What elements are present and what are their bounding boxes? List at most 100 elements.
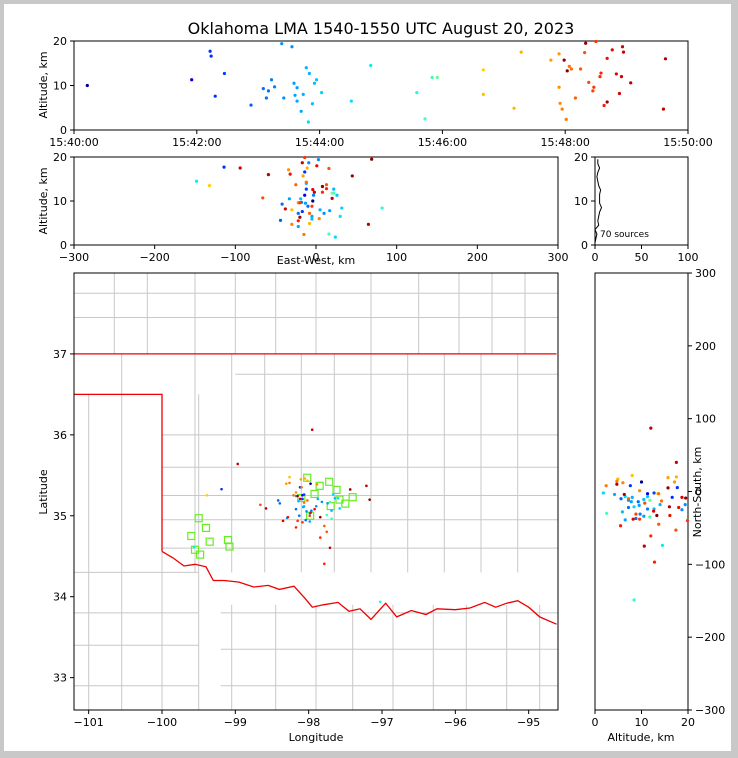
- plan-view-source-point: [294, 526, 298, 529]
- plan-view-source-point: [308, 514, 312, 518]
- plan-view-source-point: [318, 515, 322, 519]
- altitude-northsouth-source-point: [605, 511, 609, 515]
- plan-view-source-point: [303, 477, 307, 480]
- eastwest-altitude-source-point: [222, 165, 226, 169]
- plan-view-source-point: [306, 499, 309, 502]
- time-altitude-source-point: [349, 99, 353, 103]
- time_altitude-xtick-label: 15:44:00: [295, 136, 344, 149]
- altitude-northsouth-source-point: [668, 513, 672, 518]
- time-altitude-source-point: [306, 120, 310, 124]
- time-altitude-source-point: [266, 89, 271, 93]
- altitude-northsouth-source-point: [685, 519, 690, 523]
- eastwest-altitude-source-point: [305, 166, 309, 170]
- altitude-northsouth-source-point: [629, 500, 633, 504]
- lma-figure: Oklahoma LMA 1540-1550 UTC August 20, 20…: [37, 19, 725, 744]
- plan-view-source-point: [301, 497, 304, 501]
- altitude-northsouth-source-point: [621, 481, 625, 485]
- time-altitude-source-point: [569, 67, 573, 71]
- time-altitude-axes-frame: [73, 40, 689, 131]
- plan-view-source-point: [220, 487, 223, 491]
- time-altitude-source-point: [293, 93, 297, 97]
- plan-view-source-point: [348, 488, 352, 491]
- lma-station-marker: [187, 531, 196, 541]
- time-altitude-source-point: [261, 87, 265, 91]
- time-altitude-source-point: [583, 50, 587, 55]
- eastwest-altitude-source-point: [298, 215, 302, 219]
- eastwest-altitude-source-point: [307, 161, 311, 165]
- altitude-northsouth-source-point: [657, 492, 661, 496]
- plan-view-source-point: [318, 536, 322, 539]
- plan-view-source-point: [302, 501, 306, 504]
- eastwest_altitude-xtick-label: 200: [467, 251, 488, 264]
- time-altitude-source-point: [558, 101, 562, 105]
- altitude_northsouth-xtick-label: 10: [635, 716, 649, 729]
- plan-view-source-point: [310, 509, 313, 512]
- altitude-histogram-line: [594, 159, 603, 243]
- figure-frame: Oklahoma LMA 1540-1550 UTC August 20, 20…: [4, 4, 731, 751]
- altitude_histogram-ytick-label: 10: [574, 195, 588, 208]
- time-altitude-source-point: [299, 109, 303, 113]
- altitude-northsouth-source-point: [655, 513, 659, 518]
- time-altitude-panel: Altitude, km: [37, 40, 689, 131]
- altitude-northsouth-source-point: [648, 498, 652, 502]
- altitude-northsouth-source-point: [626, 505, 631, 510]
- county-boundaries: [74, 273, 558, 710]
- plan-view-source-point: [302, 493, 306, 496]
- eastwest_altitude-ytick-label: 10: [53, 195, 67, 208]
- oklahoma-state-boundary: [74, 353, 557, 625]
- time-altitude-source-point: [435, 75, 439, 80]
- altitude_northsouth-ytick-label: 0: [695, 486, 702, 499]
- plan_view-ytick-label: 36: [53, 429, 67, 442]
- eastwest-altitude-source-point: [380, 206, 384, 210]
- eastwest-altitude-source-point: [333, 235, 337, 239]
- time-altitude-source-point: [629, 81, 633, 85]
- time-altitude-source-point: [190, 78, 194, 82]
- eastwest-altitude-source-point: [311, 193, 316, 197]
- plan-view-source-point: [236, 462, 240, 466]
- eastwest-altitude-source-point: [300, 209, 304, 214]
- plan_view-ytick-label: 34: [53, 591, 67, 604]
- altitude-northsouth-source-point: [683, 503, 687, 507]
- eastwest-altitude-source-point: [340, 206, 344, 210]
- eastwest-altitude-source-point: [280, 202, 284, 206]
- plan-view-source-point: [296, 494, 299, 498]
- time-altitude-source-point: [295, 86, 299, 90]
- altitude-northsouth-source-point: [620, 510, 625, 514]
- time-altitude-source-point: [481, 92, 485, 96]
- eastwest-altitude-source-point: [299, 197, 303, 201]
- altitude-northsouth-source-point: [638, 512, 642, 516]
- plan-view-panel: Latitude Longitude: [37, 272, 559, 744]
- altitude-northsouth-source-point: [645, 494, 650, 499]
- altitude_histogram-ytick-label: 0: [581, 239, 588, 252]
- plan-view-source-point: [305, 510, 308, 513]
- time-altitude-source-point: [610, 48, 614, 52]
- altitude-northsouth-source-point: [642, 514, 646, 518]
- time-altitude-source-point: [594, 39, 598, 44]
- altitude-northsouth-source-point: [672, 480, 677, 484]
- lma-station-marker: [315, 481, 324, 490]
- time-altitude-source-point: [621, 50, 626, 54]
- plan-view-source-point: [331, 493, 335, 496]
- time-altitude-source-point: [557, 85, 561, 89]
- time-altitude-source-point: [290, 45, 294, 49]
- time-altitude-source-point: [564, 117, 568, 121]
- eastwest_altitude-xtick-label: 100: [386, 251, 407, 264]
- altitude-northsouth-source-point: [642, 544, 646, 548]
- time-altitude-source-point: [661, 107, 666, 111]
- altitude-northsouth-source-point: [632, 505, 636, 509]
- eastwest-altitude-axes-frame: [73, 156, 559, 246]
- eastwest-altitude-source-point: [307, 221, 312, 226]
- lma-station-marker: [194, 514, 203, 523]
- time-altitude-source-point: [565, 69, 569, 73]
- time-altitude-source-point: [573, 96, 578, 100]
- plan-view-source-point: [309, 482, 312, 485]
- lma-station-marker: [325, 477, 334, 486]
- eastwest-altitude-source-point: [207, 184, 212, 188]
- altitude-northsouth-source-point: [618, 524, 623, 528]
- eastwest-altitude-source-point: [330, 191, 334, 195]
- time-altitude-source-point: [605, 100, 609, 104]
- time-altitude-source-point: [512, 106, 516, 110]
- time-altitude-source-point: [599, 71, 603, 75]
- plan-view-source-point: [306, 479, 309, 483]
- altitude-northsouth-source-point: [677, 505, 681, 510]
